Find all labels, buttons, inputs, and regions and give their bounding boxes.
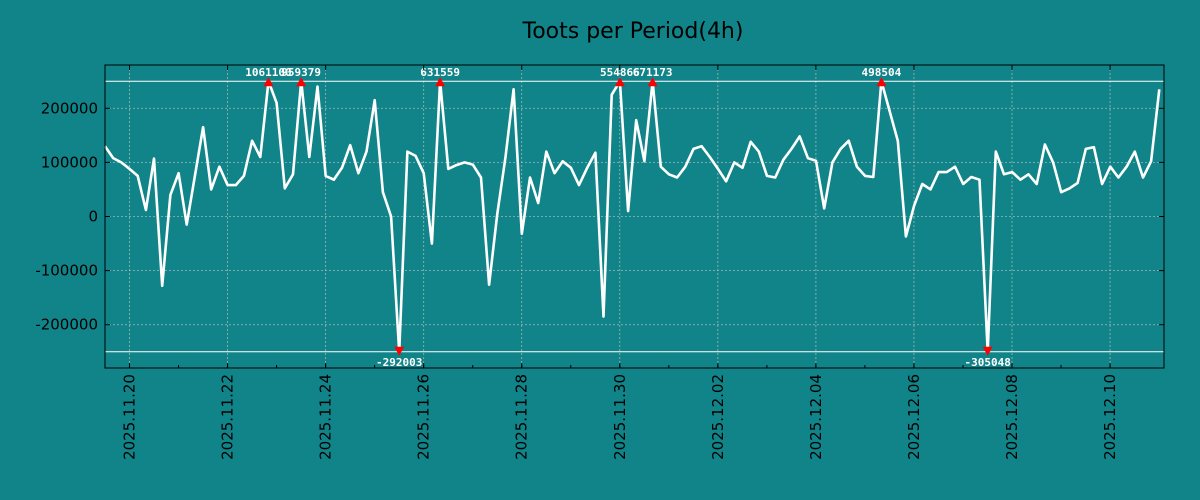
peak-marker-low <box>982 346 993 356</box>
y-tick-label: 100000 <box>41 153 98 171</box>
x-tick-label: 2025.12.06 <box>905 374 923 460</box>
chart-title: Toots per Period(4h) <box>522 19 744 44</box>
y-tick-label: 200000 <box>41 99 98 117</box>
series-line-toots <box>103 79 1161 354</box>
peak-marker-high <box>876 77 887 87</box>
peak-label: 498504 <box>862 66 902 79</box>
x-axis: 2025.11.20 2025.11.22 2025.11.24 2025.11.26… <box>121 65 1119 460</box>
x-tick-label: 2025.12.02 <box>709 374 727 460</box>
y-axis: -200000 -100000 0 100000 200000 <box>35 99 1164 334</box>
x-tick-label: 2025.11.20 <box>121 374 139 460</box>
x-tick-label: 2025.11.22 <box>219 374 237 460</box>
peak-label: 959379 <box>281 66 321 79</box>
peak-marker-high <box>296 77 307 87</box>
series-layer <box>103 79 1161 354</box>
trough-label: -292003 <box>376 356 422 369</box>
peak-marker-high <box>435 77 446 87</box>
peak-marker-high <box>263 77 274 87</box>
peak-label: 554866 <box>600 66 640 79</box>
x-tick-label: 2025.11.24 <box>317 374 335 460</box>
trough-label: -305048 <box>964 356 1010 369</box>
x-tick-label: 2025.12.08 <box>1003 374 1021 460</box>
y-tick-label: -200000 <box>35 316 98 334</box>
peak-markers <box>263 77 993 356</box>
grid-layer <box>105 65 1164 368</box>
peak-label: 1061100 <box>245 66 291 79</box>
x-tick-label: 2025.12.04 <box>807 374 825 460</box>
x-tick-label: 2025.11.26 <box>415 374 433 460</box>
y-tick-label: -100000 <box>35 262 98 280</box>
peak-label: 631559 <box>420 66 460 79</box>
peak-marker-low <box>394 346 405 356</box>
x-tick-label: 2025.11.28 <box>513 374 531 460</box>
x-tick-label: 2025.11.30 <box>611 374 629 460</box>
peak-marker-high <box>614 77 625 87</box>
x-tick-label: 2025.12.10 <box>1101 374 1119 460</box>
peak-marker-high <box>647 77 658 87</box>
peak-label: 671173 <box>633 66 673 79</box>
y-tick-label: 0 <box>88 208 98 226</box>
